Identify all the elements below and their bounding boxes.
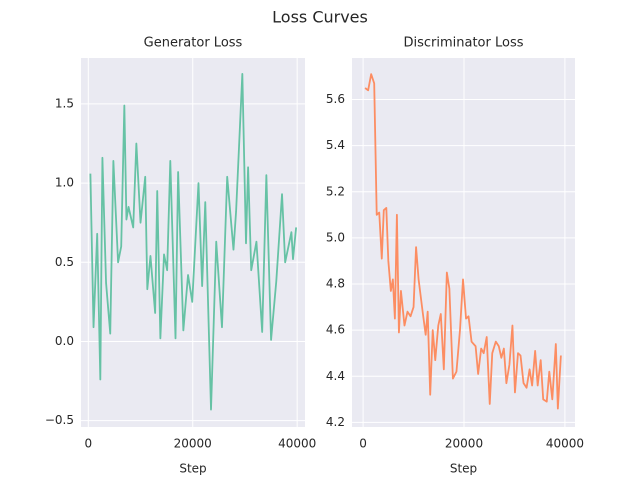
- plot-area: [352, 58, 575, 427]
- y-tick-label: 4.6: [326, 323, 345, 337]
- axis-title: Discriminator Loss: [403, 36, 523, 51]
- y-tick-label: 5.4: [326, 138, 345, 152]
- y-tick-label: 0.5: [55, 255, 74, 269]
- y-tick-label: 4.4: [326, 369, 345, 383]
- loss-line: [364, 73, 562, 410]
- loss-line: [89, 72, 298, 411]
- y-tick-label: 5.2: [326, 184, 345, 198]
- y-tick-label: 0.0: [55, 334, 74, 348]
- y-tick-label: 1.0: [55, 176, 74, 190]
- x-axis-label: Step: [450, 462, 477, 476]
- x-tick-label: 0: [359, 437, 367, 451]
- y-tick-label: −0.5: [45, 413, 74, 427]
- x-tick-label: 40000: [278, 437, 316, 451]
- y-tick-label: 5.0: [326, 230, 345, 244]
- y-tick-label: 4.8: [326, 277, 345, 291]
- y-tick-label: 1.5: [55, 96, 74, 110]
- x-tick-label: 0: [84, 437, 92, 451]
- x-tick-label: 20000: [174, 437, 212, 451]
- axis-title: Generator Loss: [144, 36, 243, 51]
- y-tick-label: 4.2: [326, 415, 345, 429]
- x-tick-label: 40000: [546, 437, 584, 451]
- figure-title: Loss Curves: [272, 8, 368, 27]
- x-tick-label: 20000: [445, 437, 483, 451]
- y-tick-label: 5.6: [326, 92, 345, 106]
- x-axis-label: Step: [179, 462, 206, 476]
